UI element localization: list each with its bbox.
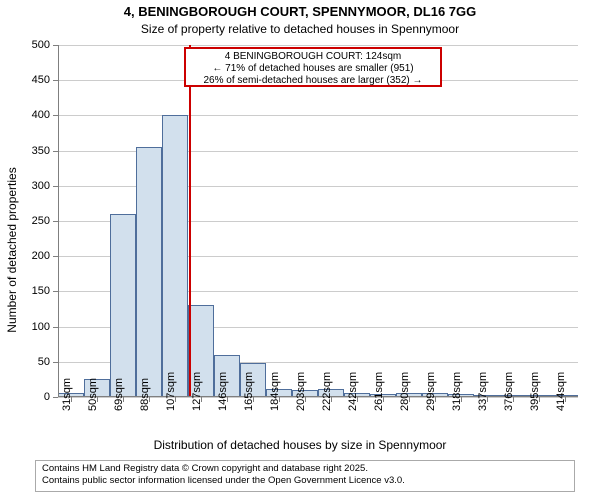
y-tick-label: 0 — [20, 391, 50, 403]
x-tick-mark — [123, 397, 124, 402]
y-tick-mark — [53, 256, 58, 257]
y-tick-label: 50 — [20, 356, 50, 368]
bar — [110, 214, 136, 397]
y-tick-label: 400 — [20, 109, 50, 121]
annotation-line-2: ← 71% of detached houses are smaller (95… — [190, 63, 436, 75]
x-tick-mark — [201, 397, 202, 402]
y-tick-mark — [53, 115, 58, 116]
marker-line — [189, 45, 191, 397]
x-tick-mark — [357, 397, 358, 402]
y-tick-label: 250 — [20, 215, 50, 227]
x-axis-label: Distribution of detached houses by size … — [0, 438, 600, 452]
chart-title: 4, BENINGBOROUGH COURT, SPENNYMOOR, DL16… — [0, 4, 600, 19]
x-tick-mark — [435, 397, 436, 402]
y-tick-label: 150 — [20, 285, 50, 297]
y-tick-mark — [53, 151, 58, 152]
y-axis-label: Number of detached properties — [5, 167, 19, 332]
gridline — [58, 115, 578, 116]
annotation-line-3: 26% of semi-detached houses are larger (… — [190, 75, 436, 87]
y-tick-mark — [53, 362, 58, 363]
x-tick-mark — [227, 397, 228, 402]
gridline — [58, 45, 578, 46]
annotation-box: 4 BENINGBOROUGH COURT: 124sqm ← 71% of d… — [184, 47, 442, 87]
x-tick-mark — [565, 397, 566, 402]
footer-attribution: Contains HM Land Registry data © Crown c… — [35, 460, 575, 492]
histogram-chart: 4, BENINGBOROUGH COURT, SPENNYMOOR, DL16… — [0, 0, 600, 500]
x-tick-mark — [461, 397, 462, 402]
bar — [136, 147, 162, 397]
y-tick-label: 200 — [20, 250, 50, 262]
y-tick-mark — [53, 45, 58, 46]
annotation-line-1: 4 BENINGBOROUGH COURT: 124sqm — [190, 51, 436, 63]
x-tick-mark — [539, 397, 540, 402]
x-tick-mark — [175, 397, 176, 402]
y-tick-label: 350 — [20, 145, 50, 157]
x-tick-mark — [513, 397, 514, 402]
x-tick-mark — [383, 397, 384, 402]
x-tick-mark — [149, 397, 150, 402]
x-tick-mark — [253, 397, 254, 402]
chart-subtitle: Size of property relative to detached ho… — [0, 22, 600, 36]
y-tick-label: 500 — [20, 39, 50, 51]
y-tick-label: 450 — [20, 74, 50, 86]
y-tick-mark — [53, 221, 58, 222]
y-tick-mark — [53, 80, 58, 81]
gridline — [58, 397, 578, 398]
y-tick-mark — [53, 291, 58, 292]
footer-line-2: Contains public sector information licen… — [42, 475, 568, 487]
footer-line-1: Contains HM Land Registry data © Crown c… — [42, 463, 568, 475]
y-tick-mark — [53, 327, 58, 328]
bar — [162, 115, 188, 397]
y-tick-mark — [53, 186, 58, 187]
y-tick-label: 100 — [20, 321, 50, 333]
y-tick-mark — [53, 397, 58, 398]
x-tick-mark — [409, 397, 410, 402]
y-tick-label: 300 — [20, 180, 50, 192]
x-tick-mark — [331, 397, 332, 402]
x-tick-mark — [71, 397, 72, 402]
x-axis-line — [58, 396, 578, 397]
x-tick-mark — [279, 397, 280, 402]
x-tick-mark — [97, 397, 98, 402]
x-tick-mark — [487, 397, 488, 402]
y-axis-line — [58, 45, 59, 397]
x-tick-mark — [305, 397, 306, 402]
plot-area: 4 BENINGBOROUGH COURT: 124sqm ← 71% of d… — [58, 45, 578, 397]
